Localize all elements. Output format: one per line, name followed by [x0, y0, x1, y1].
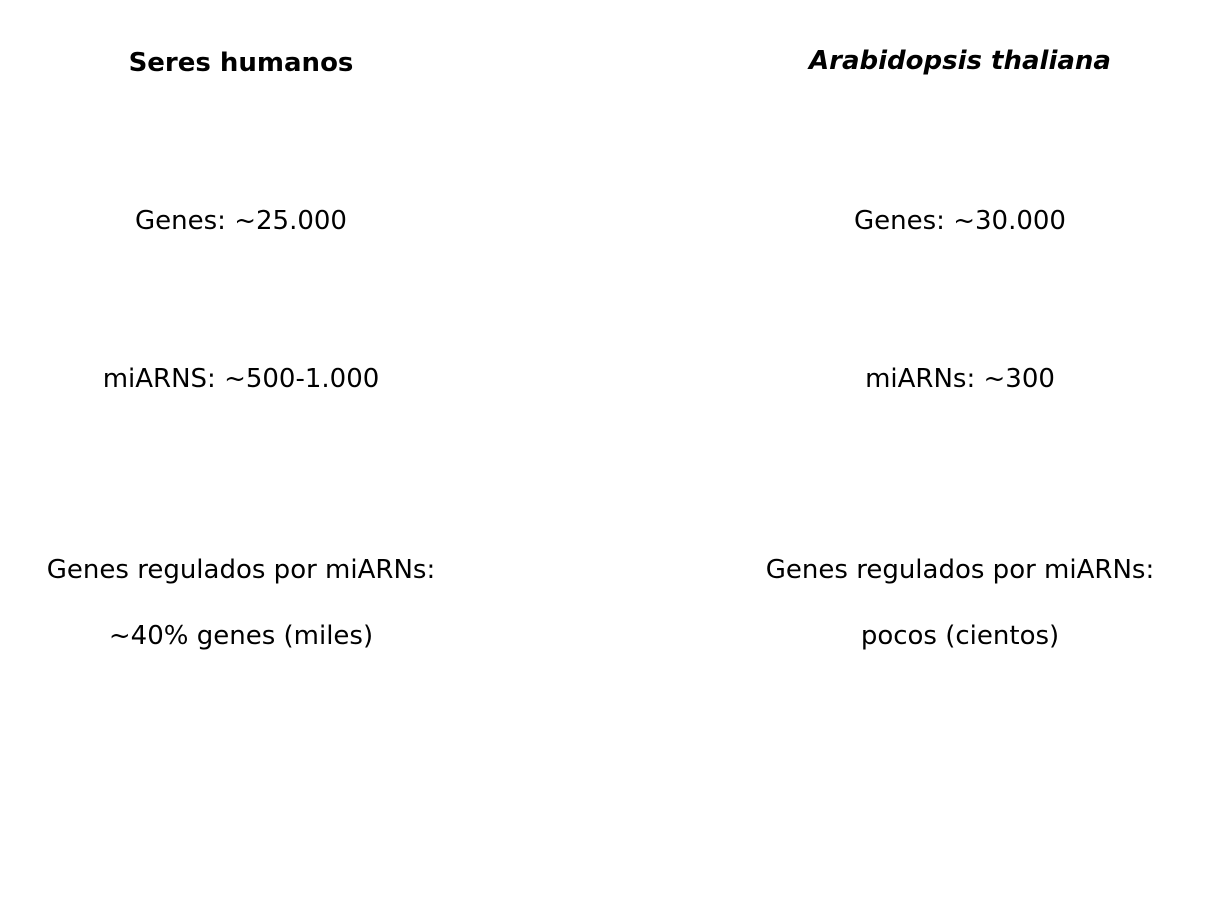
human-mirna-count: miARNS: ~500-1.000: [102, 364, 380, 394]
arabidopsis-column: Arabidopsis thaliana Genes: ~30.000 miAR…: [700, 0, 1219, 911]
arabidopsis-mirna-count: miARNs: ~300: [865, 364, 1055, 394]
human-title: Seres humanos: [128, 48, 354, 78]
arabidopsis-genes-count: Genes: ~30.000: [854, 206, 1066, 236]
human-regulated-line1: Genes regulados por miARNs:: [46, 555, 436, 585]
human-genes-count: Genes: ~25.000: [135, 206, 347, 236]
human-column: Seres humanos Genes: ~25.000 miARNS: ~50…: [0, 0, 501, 911]
arabidopsis-title: Arabidopsis thaliana: [809, 46, 1111, 76]
arabidopsis-regulated-line2: pocos (cientos): [860, 621, 1060, 651]
arabidopsis-regulated-line1: Genes regulados por miARNs:: [765, 555, 1155, 585]
human-regulated-genes: Genes regulados por miARNs: ~40% genes (…: [0, 521, 501, 686]
arabidopsis-regulated-genes: Genes regulados por miARNs: pocos (cient…: [700, 521, 1219, 686]
human-regulated-line2: ~40% genes (miles): [108, 621, 374, 651]
